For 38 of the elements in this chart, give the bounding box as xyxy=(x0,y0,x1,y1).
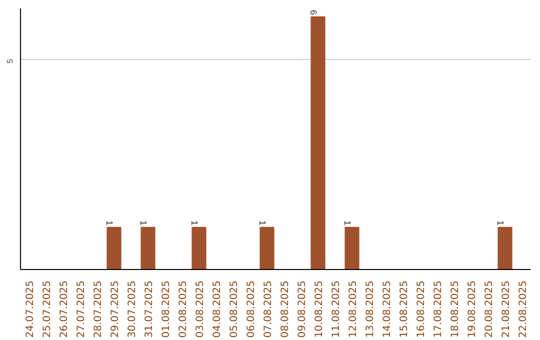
y-tick-label: 5 xyxy=(6,58,14,64)
x-tick-label: 12.08.2025 xyxy=(348,280,359,338)
x-tick-label: 14.08.2025 xyxy=(382,280,393,338)
x-tick-label: 06.08.2025 xyxy=(246,280,257,338)
x-tick-label: 22.08.2025 xyxy=(518,280,529,338)
x-tick-label: 07.08.2025 xyxy=(263,280,274,338)
data-label: 1 xyxy=(104,220,114,226)
x-tick-label: 16.08.2025 xyxy=(416,280,427,338)
x-tick-label: 25.07.2025 xyxy=(42,280,53,338)
data-label: 1 xyxy=(342,220,352,226)
x-tick-label: 19.08.2025 xyxy=(467,280,478,338)
x-tick-label: 31.07.2025 xyxy=(144,280,155,338)
x-tick-label: 28.07.2025 xyxy=(93,280,104,338)
x-tick-label: 17.08.2025 xyxy=(433,280,444,338)
data-label: 1 xyxy=(258,220,268,226)
x-tick-label: 02.08.2025 xyxy=(178,280,189,338)
x-tick-label: 10.08.2025 xyxy=(314,280,325,338)
x-tick-label: 04.08.2025 xyxy=(212,280,223,338)
x-tick-label: 03.08.2025 xyxy=(195,280,206,338)
data-label: 6 xyxy=(308,10,318,15)
x-tick-label: 26.07.2025 xyxy=(59,280,70,338)
x-tick-label: 21.08.2025 xyxy=(501,280,512,338)
x-tick-label: 13.08.2025 xyxy=(365,280,376,338)
x-tick-label: 08.08.2025 xyxy=(280,280,291,338)
x-tick-label: 29.07.2025 xyxy=(110,280,121,338)
x-tick-label: 27.07.2025 xyxy=(76,280,87,338)
data-label: 1 xyxy=(496,220,506,226)
x-tick-label: 30.07.2025 xyxy=(127,280,138,338)
data-label: 1 xyxy=(190,220,200,226)
x-tick-label: 24.07.2025 xyxy=(25,280,36,338)
x-tick-label: 15.08.2025 xyxy=(399,280,410,338)
x-tick-label: 05.08.2025 xyxy=(229,280,240,338)
data-label: 1 xyxy=(138,220,148,226)
x-tick-label: 18.08.2025 xyxy=(450,280,461,338)
x-tick-label: 11.08.2025 xyxy=(331,280,342,338)
x-tick-label: 01.08.2025 xyxy=(161,280,172,338)
x-tick-label: 20.08.2025 xyxy=(484,280,495,338)
x-tick-label: 09.08.2025 xyxy=(297,280,308,338)
